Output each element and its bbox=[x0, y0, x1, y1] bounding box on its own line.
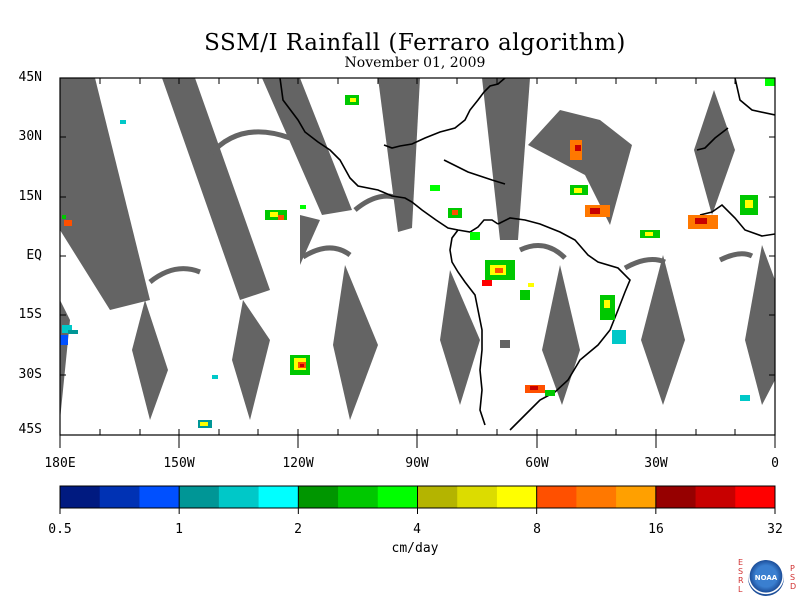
colorbar-swatch bbox=[258, 486, 299, 508]
colorbar-label: 0.5 bbox=[48, 522, 72, 537]
swath-gap bbox=[745, 245, 775, 405]
map-title: SSM/I Rainfall (Ferraro algorithm) bbox=[204, 30, 626, 56]
swath-arc bbox=[353, 193, 412, 212]
colorbar-label: 1 bbox=[175, 522, 183, 537]
lon-label-30w: 30W bbox=[644, 456, 668, 471]
colorbar-units: cm/day bbox=[391, 541, 439, 556]
swath-gap bbox=[694, 90, 735, 215]
lat-label-45s: 45S bbox=[18, 422, 42, 437]
swath-gap bbox=[378, 78, 420, 232]
swath-arc bbox=[623, 257, 666, 271]
lon-major-ticks bbox=[59, 435, 776, 448]
colorbar-swatch bbox=[655, 486, 697, 508]
colorbar-swatch bbox=[576, 486, 617, 508]
swath-arcs bbox=[148, 129, 754, 284]
swath-arc bbox=[518, 243, 567, 260]
colorbar-label: 8 bbox=[533, 522, 541, 537]
colorbar-swatch bbox=[218, 486, 260, 508]
colorbar-swatch bbox=[417, 486, 458, 508]
coastline-africa bbox=[699, 203, 775, 237]
colorbar-swatch bbox=[338, 486, 379, 508]
lon-label-90w: 90W bbox=[405, 456, 429, 471]
map-content bbox=[60, 78, 775, 435]
swath-gap bbox=[162, 78, 270, 300]
lon-label-150w: 150W bbox=[163, 456, 195, 471]
colorbar-swatch bbox=[298, 486, 339, 508]
colorbar-label: 16 bbox=[648, 522, 664, 537]
rainfall-patches bbox=[60, 78, 775, 428]
colorbar-swatch bbox=[735, 486, 776, 508]
map-ticks bbox=[60, 78, 775, 435]
lat-label-eq: EQ bbox=[26, 248, 42, 263]
swath-gap bbox=[440, 270, 480, 405]
lat-label-30s: 30S bbox=[18, 367, 42, 382]
noaa-icon: NOAA bbox=[748, 560, 784, 596]
coastline-cuba bbox=[443, 159, 506, 185]
coastline-north-america-gulf bbox=[383, 78, 506, 149]
colorbar-swatch bbox=[457, 486, 498, 508]
lat-label-30n: 30N bbox=[18, 129, 42, 144]
swath-gap bbox=[300, 215, 320, 265]
swath-gap bbox=[333, 265, 378, 420]
colorbar-swatch bbox=[99, 486, 140, 508]
colorbar bbox=[59, 485, 776, 514]
colorbar-swatch bbox=[139, 486, 180, 508]
swath-gap bbox=[542, 265, 580, 405]
swath-gap bbox=[132, 300, 168, 420]
swath-gap bbox=[232, 300, 270, 420]
lat-label-45n: 45N bbox=[18, 70, 42, 85]
lat-label-15n: 15N bbox=[18, 189, 42, 204]
map-date: November 01, 2009 bbox=[344, 55, 486, 71]
swath-arc bbox=[301, 245, 352, 260]
coastline-north-america-pacific bbox=[279, 78, 499, 233]
colorbar-swatch bbox=[496, 486, 538, 508]
colorbar-swatch bbox=[179, 486, 220, 508]
colorbar-swatch bbox=[377, 486, 418, 508]
swath-gap bbox=[641, 255, 685, 405]
swath-arc bbox=[718, 251, 754, 263]
colorbar-swatch bbox=[60, 486, 101, 508]
swath-gap bbox=[482, 78, 530, 240]
swath-arc bbox=[208, 129, 291, 157]
lat-label-15s: 15S bbox=[18, 307, 42, 322]
colorbar-swatch bbox=[536, 486, 577, 508]
colorbar-swatch bbox=[616, 486, 657, 508]
colorbar-label: 2 bbox=[294, 522, 302, 537]
colorbar-label: 32 bbox=[767, 522, 783, 537]
swath-gap bbox=[528, 110, 632, 225]
lon-label-0: 0 bbox=[771, 456, 779, 471]
coastline-south-america-west bbox=[449, 229, 486, 426]
lon-label-180e: 180E bbox=[44, 456, 76, 471]
coastline-africa-north bbox=[696, 127, 729, 151]
coastline-south-america-east bbox=[497, 217, 631, 431]
lon-label-120w: 120W bbox=[282, 456, 314, 471]
swath-gap bbox=[60, 78, 150, 310]
lon-label-60w: 60W bbox=[525, 456, 549, 471]
coastlines bbox=[279, 78, 775, 431]
swath-arc bbox=[148, 266, 201, 284]
coastline-europe bbox=[734, 78, 775, 116]
colorbar-swatch bbox=[695, 486, 736, 508]
swath-gaps bbox=[60, 78, 775, 420]
colorbar-label: 4 bbox=[413, 522, 421, 537]
swath-gap bbox=[262, 78, 352, 215]
